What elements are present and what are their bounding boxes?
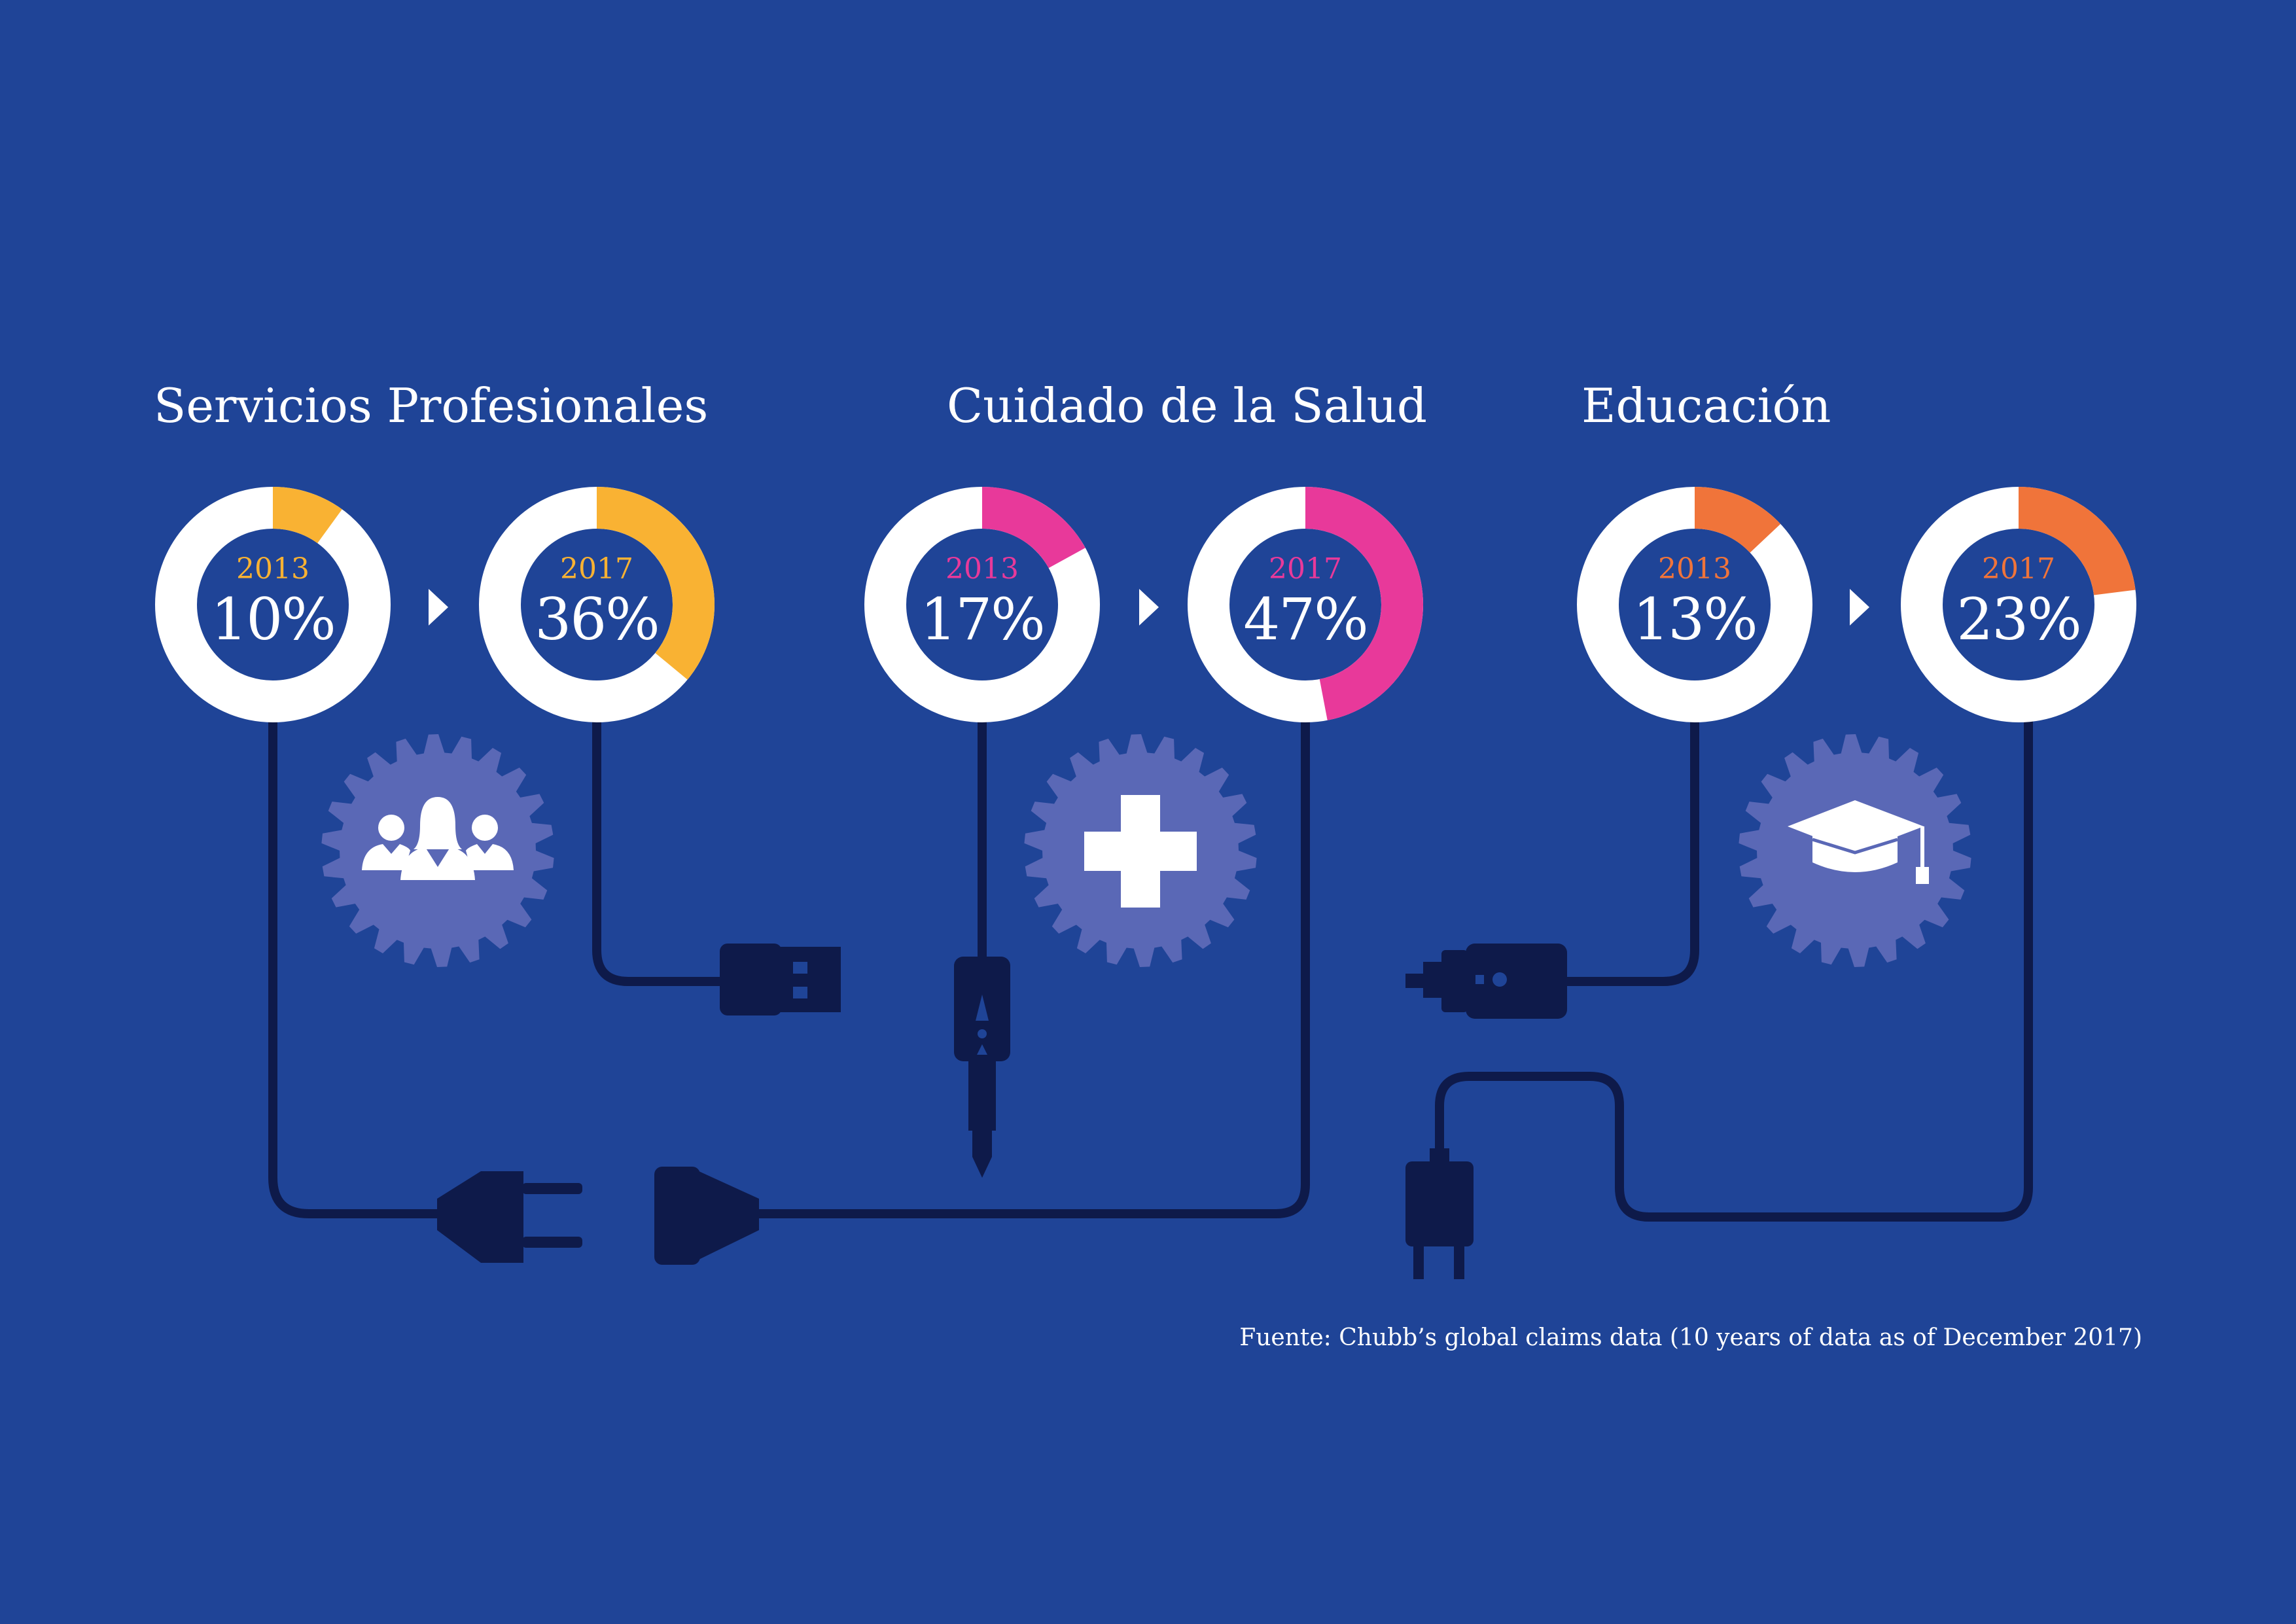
business-people-icon	[362, 797, 514, 880]
arrow-icon	[1139, 589, 1159, 626]
year-label: 2013	[236, 552, 309, 586]
donut-segment-23	[2018, 487, 2136, 596]
cable-education-2013	[1563, 715, 1699, 986]
donut-services-2013	[155, 487, 391, 722]
medical-cross-icon	[1084, 795, 1197, 908]
power-plug	[1405, 1148, 1474, 1279]
percent-value: 10%	[211, 586, 336, 653]
donut-label-education-2017: 2017 23%	[1934, 552, 2104, 652]
usb-plug	[720, 944, 841, 1015]
category-title-services: Servicios Profesionales	[154, 378, 709, 433]
euro-plug-male	[437, 1171, 582, 1263]
micro-usb-plug	[1405, 944, 1567, 1019]
cable-services-2013	[268, 715, 442, 1218]
donut-services-2017	[479, 487, 715, 722]
donut-segment-17	[981, 487, 1086, 569]
donut-health-2017	[1188, 487, 1423, 722]
year-label: 2013	[1658, 552, 1731, 586]
percent-value: 47%	[1243, 586, 1369, 653]
footer-source-note: Fuente: Chubb’s global claims data (10 y…	[1239, 1324, 2142, 1351]
arrow-icon	[1850, 589, 1869, 626]
donut-segment-47	[1305, 487, 1423, 720]
category-title-education: Educación	[1581, 378, 1831, 433]
cable-health-2017	[754, 715, 1310, 1218]
percent-value: 13%	[1633, 586, 1758, 653]
percent-value: 17%	[920, 586, 1046, 653]
audio-jack	[954, 957, 1010, 1178]
category-title-health: Cuidado de la Salud	[947, 378, 1427, 433]
donut-health-2013	[864, 487, 1100, 722]
graduation-cap-icon	[1788, 800, 1929, 884]
donut-education-2013	[1577, 487, 1812, 722]
donut-label-services-2013: 2013 10%	[188, 552, 358, 652]
cable-services-2017	[592, 715, 728, 986]
euro-plug-female	[654, 1167, 759, 1265]
donut-segment-36	[596, 487, 715, 680]
donut-education-2017	[1901, 487, 2136, 722]
donut-label-health-2013: 2013 17%	[897, 552, 1067, 652]
year-label: 2017	[560, 552, 633, 586]
cables	[268, 715, 2033, 1222]
cable-education-2017	[1435, 715, 2033, 1222]
donut-label-health-2017: 2017 47%	[1220, 552, 1390, 652]
donut-rings	[155, 487, 2136, 722]
year-label: 2013	[945, 552, 1019, 586]
percent-value: 36%	[535, 586, 660, 653]
year-label: 2017	[1269, 552, 1342, 586]
donut-label-services-2017: 2017 36%	[512, 552, 682, 652]
year-label: 2017	[1982, 552, 2055, 586]
arrows	[429, 589, 1869, 626]
gear-services	[321, 734, 554, 967]
arrow-icon	[429, 589, 448, 626]
percent-value: 23%	[1956, 586, 2082, 653]
donut-label-education-2013: 2013 13%	[1610, 552, 1780, 652]
donut-segment-10	[272, 487, 342, 544]
donut-segment-13	[1694, 487, 1781, 554]
